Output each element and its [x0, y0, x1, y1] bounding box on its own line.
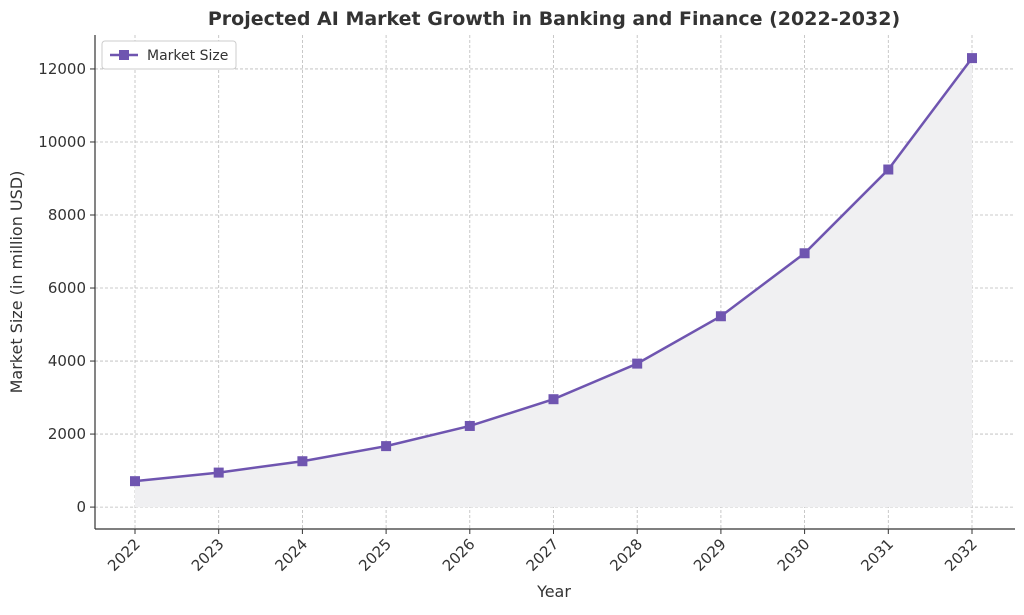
data-point — [883, 164, 894, 175]
x-tick-label: 2022 — [104, 535, 144, 575]
data-point — [464, 420, 475, 431]
legend: Market Size — [101, 40, 237, 70]
legend-box — [101, 40, 237, 70]
series-markers — [130, 53, 977, 487]
data-point — [130, 476, 140, 487]
x-tick-label: 2026 — [439, 535, 479, 575]
y-tick-label: 4000 — [48, 352, 86, 370]
x-tick-label: 2024 — [271, 535, 311, 575]
data-point — [799, 248, 810, 259]
x-tick-label: 2027 — [523, 535, 563, 575]
y-tick-label: 2000 — [48, 425, 86, 443]
data-point — [548, 394, 559, 405]
legend-marker — [119, 50, 129, 60]
y-tick-label: 0 — [76, 498, 86, 516]
chart-title: Projected AI Market Growth in Banking an… — [208, 8, 900, 30]
x-axis-label: Year — [536, 582, 571, 601]
x-tick-label: 2025 — [355, 535, 395, 575]
y-tick-labels: 0 2000 4000 6000 8000 10000 12000 — [38, 60, 86, 516]
data-point — [632, 358, 643, 369]
area-polygon — [135, 58, 972, 508]
y-tick-label: 8000 — [48, 206, 86, 224]
data-point — [213, 467, 224, 478]
legend-label: Market Size — [147, 48, 228, 64]
x-tick-label: 2023 — [188, 535, 228, 575]
y-axis-label: Market Size (in million USD) — [7, 171, 26, 394]
x-tick-label: 2028 — [606, 535, 646, 575]
y-tick-label: 10000 — [38, 133, 86, 151]
y-tick-label: 12000 — [38, 60, 86, 78]
x-tick-label: 2031 — [857, 535, 897, 575]
data-point — [297, 456, 308, 467]
area-fill — [135, 58, 972, 508]
y-tick-label: 6000 — [48, 279, 86, 297]
x-tick-label: 2029 — [690, 535, 730, 575]
x-tick-label: 2030 — [774, 535, 814, 575]
x-tick-labels: 2022 2023 2024 2025 2026 2027 2028 2029 2030 2031… — [104, 535, 981, 575]
axes — [90, 35, 1015, 534]
data-point — [715, 311, 726, 322]
x-tick-label: 2032 — [941, 535, 981, 575]
data-point — [967, 53, 977, 64]
data-point — [381, 441, 392, 452]
